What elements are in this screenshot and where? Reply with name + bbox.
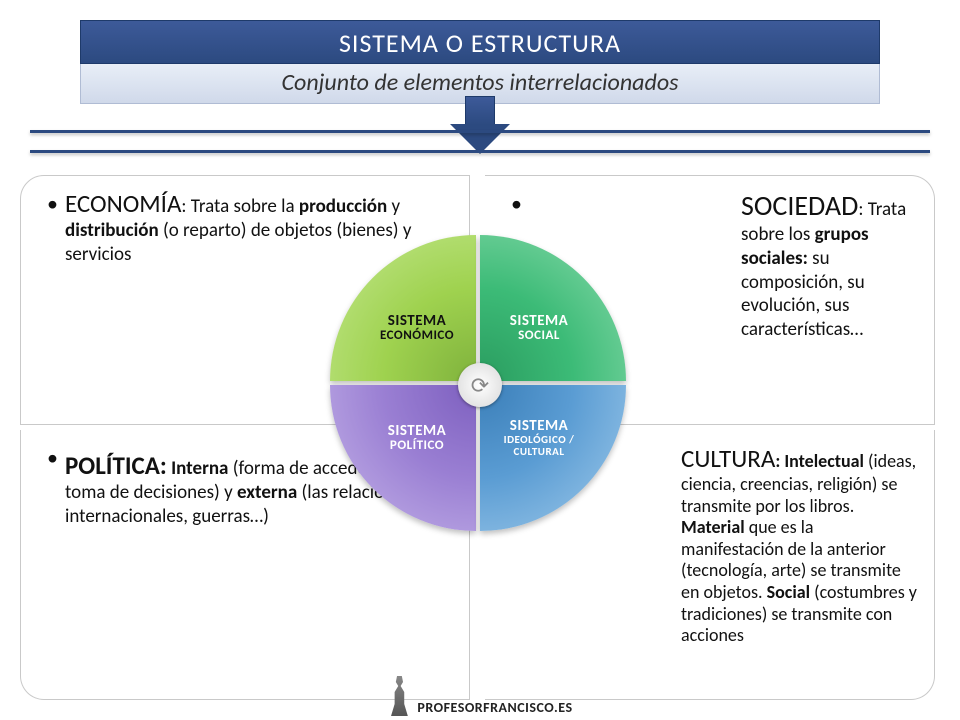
arrow-stem (465, 96, 495, 126)
seg-label: SISTEMA (388, 313, 446, 330)
seg-label: SISTEMA (510, 418, 568, 435)
attribution: PROFESORFRANCISCO.ES (387, 676, 572, 716)
seg-sublabel: IDEOLÓGICO / CULTURAL (480, 434, 598, 458)
knight-icon (387, 676, 411, 716)
header-banner: SISTEMA O ESTRUCTURA Conjunto de element… (80, 20, 880, 104)
segment-social: SISTEMA SOCIAL (480, 235, 626, 381)
divider-line-1 (30, 130, 930, 133)
attribution-text: PROFESORFRANCISCO.ES (417, 699, 572, 716)
seg-label: SISTEMA (388, 423, 446, 440)
cycle-icon: ⟳ (458, 363, 502, 407)
seg-label: SISTEMA (510, 313, 568, 330)
segment-politico: SISTEMA POLÍTICO (330, 385, 476, 531)
divider-line-2 (30, 150, 930, 153)
header-title: SISTEMA O ESTRUCTURA (80, 20, 880, 64)
seg-sublabel: POLÍTICO (390, 439, 444, 453)
segment-ideologico: SISTEMA IDEOLÓGICO / CULTURAL (480, 385, 626, 531)
seg-sublabel: ECONÓMICO (380, 329, 454, 343)
systems-circle: SISTEMA ECONÓMICO SISTEMA SOCIAL SISTEMA… (330, 235, 630, 535)
segment-economico: SISTEMA ECONÓMICO (330, 235, 476, 381)
seg-sublabel: SOCIAL (518, 329, 560, 343)
